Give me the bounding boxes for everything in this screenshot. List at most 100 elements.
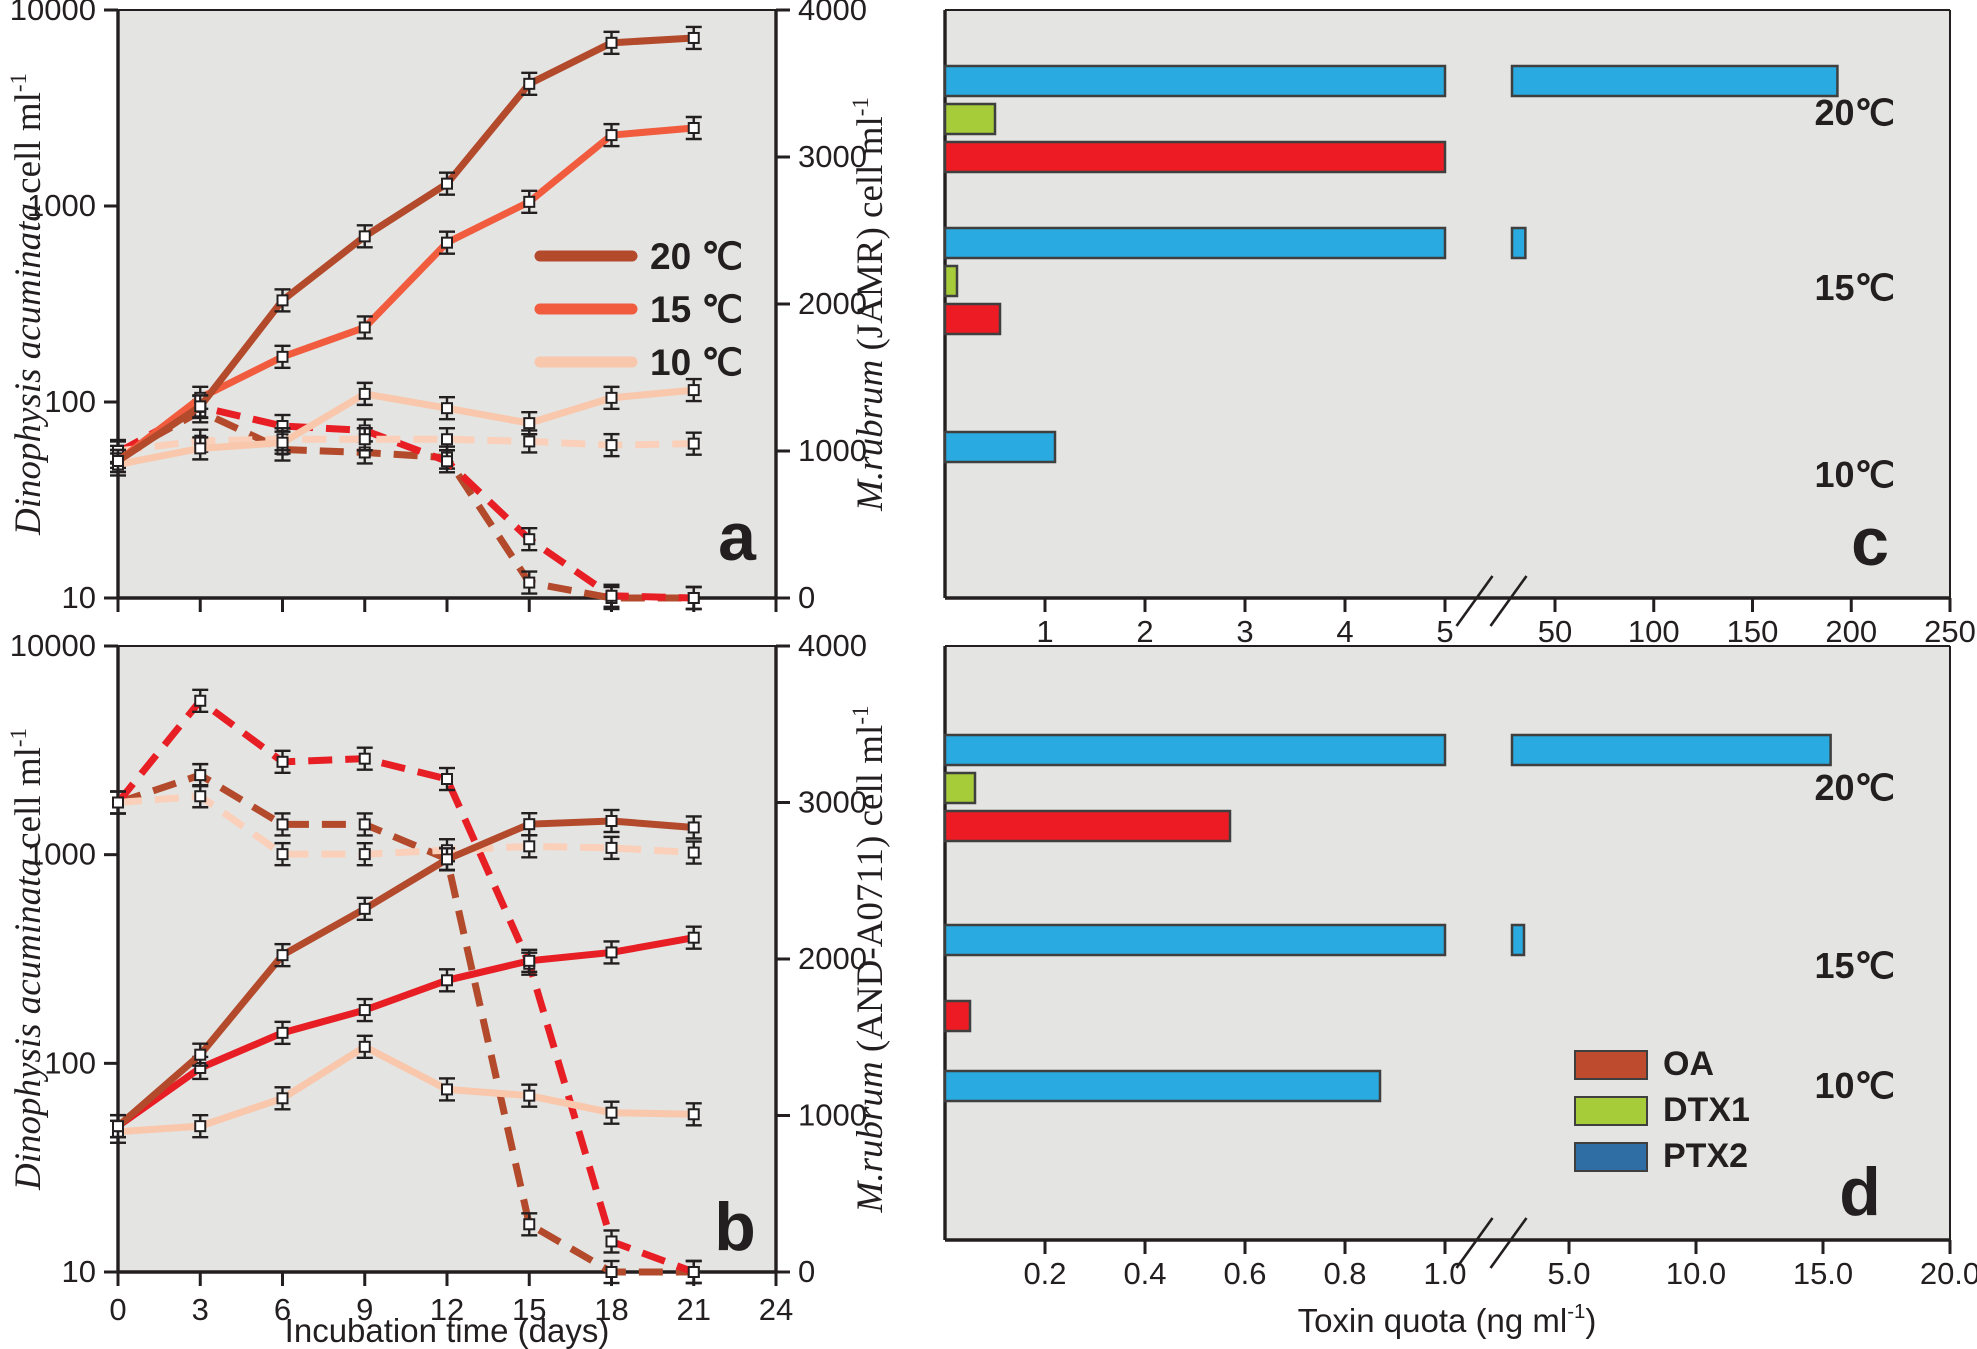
panel-b-plot-area (118, 646, 776, 1272)
bar-d-20℃-DTX1 (943, 771, 977, 805)
x-axis-label-b: Incubation time (days) (285, 1312, 610, 1349)
tick-label-right: 3000 (798, 139, 867, 174)
bar-c-20℃-PTX2-left-piece (943, 64, 1447, 98)
point-mrubrum-15c-marker (194, 694, 207, 707)
series-a-mrubrum-20c-dashed (116, 407, 694, 602)
tick-label-x: 150 (1727, 614, 1779, 649)
bar-c-10℃-PTX2 (943, 430, 1057, 464)
point-dinophysis-20c-marker (441, 853, 453, 866)
bar-d-10℃-PTX2 (943, 1069, 1382, 1103)
tick-label-right: 2000 (798, 941, 867, 976)
point-mrubrum-10c-marker (687, 846, 700, 859)
legend-swatch-DTX1 (1574, 1096, 1648, 1126)
tick-label-x: 4 (1336, 614, 1353, 649)
series-a-mrubrum-10c-dashed (117, 435, 694, 455)
point-dinophysis-10c-marker (194, 442, 207, 455)
tick-label-x: 2 (1136, 614, 1153, 649)
panel-c: 1 2 3 4 5 50 100 150 200 250 20℃ 15℃ 10℃ c (943, 9, 1976, 649)
bar-d-20℃-PTX2-left-piece (943, 733, 1447, 767)
temp-label-d-20℃: 20℃ (1815, 767, 1895, 808)
tick-label-x: 0.8 (1323, 1256, 1366, 1291)
y-axis-label-left-a: Dinophysis acuminata cell ml-1 (6, 73, 49, 536)
point-dinophysis-10c-marker (441, 402, 453, 415)
tick-label-right: 0 (798, 580, 815, 615)
series-a-mrubrum-15c-dashed (116, 403, 694, 602)
tick-label-x: 200 (1825, 614, 1877, 649)
point-dinophysis-10c-marker (687, 384, 700, 397)
temp-label-c-10℃: 10℃ (1815, 454, 1895, 495)
point-mrubrum-20c-marker (358, 818, 371, 831)
point-mrubrum-15c-marker (605, 589, 618, 602)
series-b-dinophysis-15c-line (115, 934, 695, 1130)
point-dinophysis-10c-marker (441, 1083, 453, 1096)
tick-label-x: 18 (594, 1292, 628, 1327)
tick-label-right: 1000 (798, 433, 867, 468)
tick-label-right: 3000 (798, 785, 867, 820)
point-dinophysis-20c-marker (358, 902, 371, 915)
point-dinophysis-15c-marker (358, 321, 371, 334)
tick-label-x: 15.0 (1793, 1256, 1853, 1291)
series-a-dinophysis-20c-points (110, 25, 702, 474)
tick-label-right: 4000 (798, 0, 867, 27)
point-dinophysis-10c-marker (358, 1040, 371, 1053)
point-mrubrum-15c-marker (276, 755, 289, 768)
tick-label-x: 5 (1436, 614, 1453, 649)
point-mrubrum-20c-marker (605, 1266, 618, 1278)
point-dinophysis-20c-marker (687, 821, 700, 834)
point-mrubrum-10c-marker (194, 790, 207, 803)
bar-d-15℃-OA (943, 999, 972, 1033)
tick-label-right: 1000 (798, 1098, 867, 1133)
point-dinophysis-15c-marker (276, 1026, 289, 1039)
panel-b: 10 100 1000 10000 0 1000 2000 3000 4000 0 3 6 9 12 15 1… (6, 628, 891, 1349)
temp-label-c-15℃: 15℃ (1815, 267, 1895, 308)
y-axis-label-right-b: M.rubrum (AND-A0711) cell ml-1 (848, 706, 891, 1214)
panel-c-plot-area (945, 10, 1950, 598)
bar-c-15℃-OA (943, 302, 1002, 336)
tick-label-x: 0 (109, 1292, 126, 1327)
point-dinophysis-10c-marker (276, 1092, 289, 1105)
legend-label-DTX1: DTX1 (1663, 1091, 1750, 1129)
tick-label-left: 10000 (10, 0, 96, 27)
bar-group-c-15℃ (943, 226, 1527, 336)
point-dinophysis-20c-marker (687, 31, 700, 44)
series-b-mrubrum-20c-dashed (116, 771, 694, 1276)
series-b-mrubrum-10c-dashed (117, 792, 694, 858)
panel-letter-d: d (1839, 1154, 1881, 1230)
point-dinophysis-15c-marker (605, 129, 618, 142)
bar-d-20℃-PTX2-right-piece (1510, 733, 1832, 767)
point-dinophysis-15c-marker (605, 946, 618, 959)
point-dinophysis-20c-marker (112, 455, 124, 468)
series-b-dinophysis-20c-line (115, 817, 695, 1129)
panel-letter-a: a (718, 499, 757, 575)
legend-d: OA DTX1 PTX2 (1574, 1045, 1750, 1175)
point-mrubrum-15c-marker (441, 455, 453, 468)
legend-swatch-PTX2 (1574, 1142, 1648, 1172)
point-dinophysis-10c-marker (276, 436, 289, 449)
point-mrubrum-20c-marker (523, 576, 536, 589)
point-dinophysis-10c-marker (358, 387, 371, 400)
point-dinophysis-20c-marker (605, 814, 618, 827)
axis-break-slash (1489, 1217, 1528, 1269)
tick-label-left: 100 (44, 1045, 96, 1080)
point-mrubrum-15c-marker (605, 1235, 618, 1248)
x-axis-label-d: Toxin quota (ng ml-1) (1298, 1300, 1597, 1339)
axis-break-slash (1455, 1217, 1494, 1269)
point-mrubrum-15c-marker (358, 752, 371, 765)
point-mrubrum-15c-marker (687, 592, 700, 604)
point-dinophysis-15c-marker (441, 236, 453, 249)
tick-label-x: 5.0 (1547, 1256, 1590, 1291)
bar-c-20℃-DTX1 (943, 102, 997, 136)
tick-label-x: 12 (430, 1292, 464, 1327)
point-dinophysis-15c-marker (358, 1004, 371, 1017)
legend-a: 20 ℃ 15 ℃ 10 ℃ (534, 236, 743, 383)
tick-label-x: 100 (1628, 614, 1680, 649)
point-dinophysis-15c-marker (523, 954, 536, 967)
panel-letter-c: c (1851, 504, 1889, 580)
point-dinophysis-15c-marker (687, 931, 700, 944)
tick-label-left: 10 (62, 580, 96, 615)
point-dinophysis-10c-marker (605, 391, 618, 404)
point-mrubrum-20c-marker (194, 769, 207, 782)
point-dinophysis-20c-marker (523, 77, 536, 90)
